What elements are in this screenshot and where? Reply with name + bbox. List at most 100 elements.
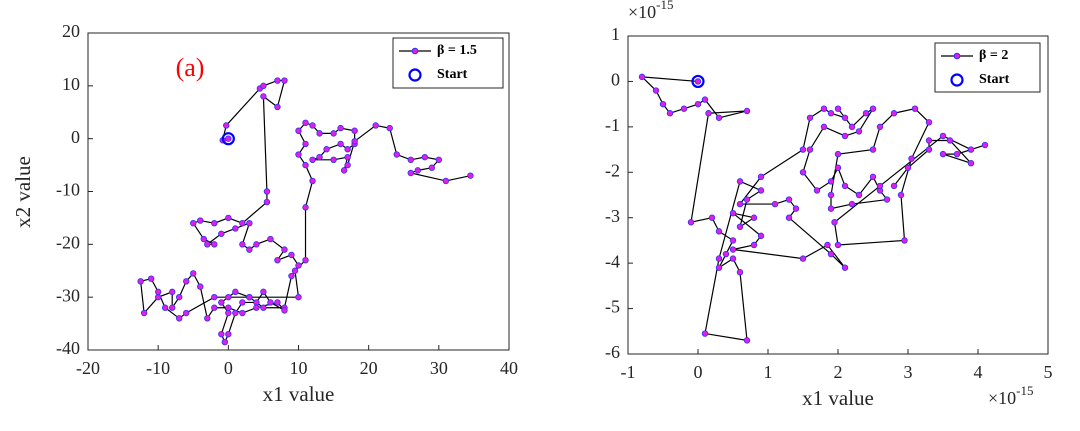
walk-point — [771, 200, 779, 208]
walk-point — [337, 140, 344, 148]
walk-point — [757, 187, 765, 194]
walk-point — [638, 73, 646, 81]
walk-point — [827, 191, 835, 199]
y-tick-label: -20 — [56, 232, 80, 252]
walk-point — [831, 219, 838, 226]
y-tick-label: 20 — [62, 21, 80, 41]
walk-point — [225, 214, 232, 222]
walk-point — [428, 164, 436, 171]
walk-point — [820, 123, 828, 131]
walk-point — [295, 151, 302, 158]
walk-point — [337, 124, 344, 132]
walk-point — [239, 299, 246, 306]
walk-point — [939, 150, 947, 158]
walk-point — [736, 200, 744, 208]
walk-point — [168, 304, 176, 311]
x-axis-label: x1 value — [802, 386, 874, 410]
legend-marker — [411, 47, 419, 55]
walk-point — [666, 110, 674, 117]
walk-point — [211, 304, 218, 311]
walk-point — [925, 119, 933, 126]
y-multiplier-base: ×10 — [628, 2, 656, 22]
x-tick-label: 3 — [904, 362, 913, 382]
walk-point — [869, 173, 877, 181]
x-tick-label: -10 — [146, 358, 170, 378]
walk-point — [253, 299, 260, 306]
walk-point — [659, 100, 667, 108]
walk-point — [330, 156, 337, 163]
walk-point — [757, 232, 765, 240]
walk-point — [827, 205, 835, 212]
walk-point — [421, 153, 428, 161]
y-tick-label: -40 — [56, 338, 80, 358]
walk-point — [435, 156, 443, 163]
walk-point — [309, 122, 316, 129]
walk-point — [140, 309, 148, 317]
walk-point — [372, 122, 379, 129]
walk-point — [799, 146, 807, 153]
walk-point — [154, 288, 162, 296]
walk-point — [260, 288, 267, 296]
walk-point — [302, 119, 309, 127]
walk-point — [841, 182, 849, 190]
walk-point — [824, 241, 831, 249]
walk-point — [680, 105, 688, 112]
walk-point — [263, 198, 271, 206]
walk-point — [218, 330, 225, 338]
walk-point — [274, 256, 281, 264]
walk-point — [225, 309, 232, 317]
walk-point — [743, 196, 751, 203]
walk-point — [442, 177, 450, 185]
walk-point — [729, 246, 737, 253]
walk-point — [288, 272, 295, 280]
walk-point — [281, 307, 288, 314]
walk-point — [302, 256, 309, 264]
walk-point — [288, 251, 295, 259]
walk-point — [295, 127, 302, 134]
walk-point — [743, 107, 751, 115]
walk-point — [225, 330, 232, 338]
x-multiplier: ×10-15 — [988, 383, 1034, 408]
walk-point — [223, 122, 230, 129]
y-tick-label: -6 — [605, 342, 620, 362]
walk-point — [939, 132, 947, 140]
walk-point — [705, 110, 712, 117]
walk-point — [137, 278, 144, 285]
walk-point — [232, 309, 239, 317]
walk-point — [876, 123, 884, 131]
walk-point — [281, 246, 288, 253]
x-tick-label: 1 — [764, 362, 773, 382]
walk-point — [274, 77, 281, 84]
walk-point — [722, 250, 730, 258]
walk-point — [911, 105, 919, 112]
walk-point — [197, 217, 204, 224]
walk-point — [351, 127, 358, 134]
walk-line — [139, 79, 471, 344]
walk-point — [946, 137, 954, 144]
walk-point — [981, 141, 989, 149]
walk-point — [841, 114, 849, 121]
walk-point — [330, 130, 337, 137]
walk-point — [183, 278, 190, 285]
walk-point — [407, 169, 414, 177]
walk-point — [743, 337, 751, 344]
walk-point — [848, 200, 856, 208]
y-tick-label: -10 — [56, 180, 80, 200]
y-tick-label: -5 — [605, 297, 620, 317]
walk-point — [890, 182, 898, 190]
legend-marker — [408, 68, 422, 82]
walk-point — [925, 146, 933, 153]
walk-point — [904, 164, 912, 171]
x-tick-label: 5 — [1044, 362, 1053, 382]
y-tick-label: 10 — [62, 74, 80, 94]
walk-point — [386, 124, 393, 132]
walk-point — [344, 161, 351, 169]
walk-point — [239, 241, 246, 248]
walk-point — [260, 82, 267, 90]
walk-point — [701, 96, 709, 103]
walk-point — [967, 146, 975, 153]
walk-point — [908, 155, 915, 162]
walk-point — [316, 153, 323, 161]
y-multiplier-exponent: -15 — [656, 0, 673, 12]
